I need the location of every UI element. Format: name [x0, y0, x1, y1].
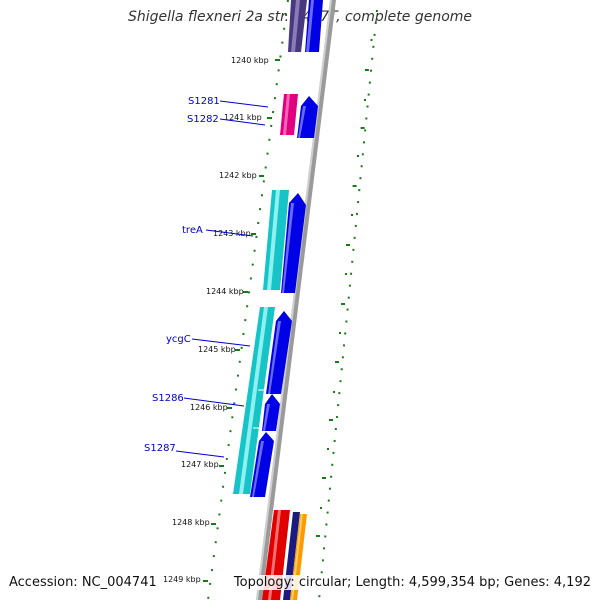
- cds-s1282-blue: [297, 96, 318, 138]
- gene-label-s1286[interactable]: S1286: [152, 393, 184, 404]
- ruler-label-1244: 1244 kbp: [206, 287, 244, 296]
- ruler-label-1245: 1245 kbp: [198, 345, 236, 354]
- gene-label-ycgc[interactable]: ycgC: [166, 334, 191, 345]
- cds-s1286-blue: [262, 394, 280, 431]
- ruler-label-1246: 1246 kbp: [190, 403, 228, 412]
- ruler-labels: 1240 kbp 1241 kbp 1242 kbp 1243 kbp 1244…: [163, 56, 269, 584]
- cds-trea-blue: [281, 193, 306, 293]
- ruler-label-1242: 1242 kbp: [219, 171, 257, 180]
- feature-top-purple: [288, 0, 307, 52]
- cds-ycgc-blue: [266, 311, 292, 394]
- ruler-label-1240: 1240 kbp: [231, 56, 269, 65]
- cds-s1287-blue: [250, 432, 274, 497]
- ruler-label-1248: 1248 kbp: [172, 518, 210, 527]
- gene-label-s1287[interactable]: S1287: [144, 443, 176, 454]
- feature-trea-teal: [263, 190, 289, 290]
- gene-label-s1282[interactable]: S1282: [187, 114, 219, 125]
- genome-summary: Topology: circular; Length: 4,599,354 bp…: [233, 575, 591, 590]
- kbp-ruler: [203, 0, 289, 600]
- accession-label: Accession: NC_004741: [9, 575, 157, 590]
- gene-label-trea[interactable]: treA: [182, 225, 203, 236]
- ruler-label-1249: 1249 kbp: [163, 575, 201, 584]
- gene-label-s1281[interactable]: S1281: [188, 96, 220, 107]
- outer-tick-ring: [316, 9, 378, 600]
- feature-s1281-magenta: [280, 94, 298, 135]
- genome-backbone: [256, 0, 336, 600]
- cds-top-blue: [305, 0, 323, 52]
- ruler-label-1247: 1247 kbp: [181, 460, 219, 469]
- gene-labels: S1281 S1282 treA ycgC S1286 S1287: [144, 96, 220, 454]
- ruler-label-1241: 1241 kbp: [224, 113, 262, 122]
- gene-label-leaders: [175, 100, 269, 458]
